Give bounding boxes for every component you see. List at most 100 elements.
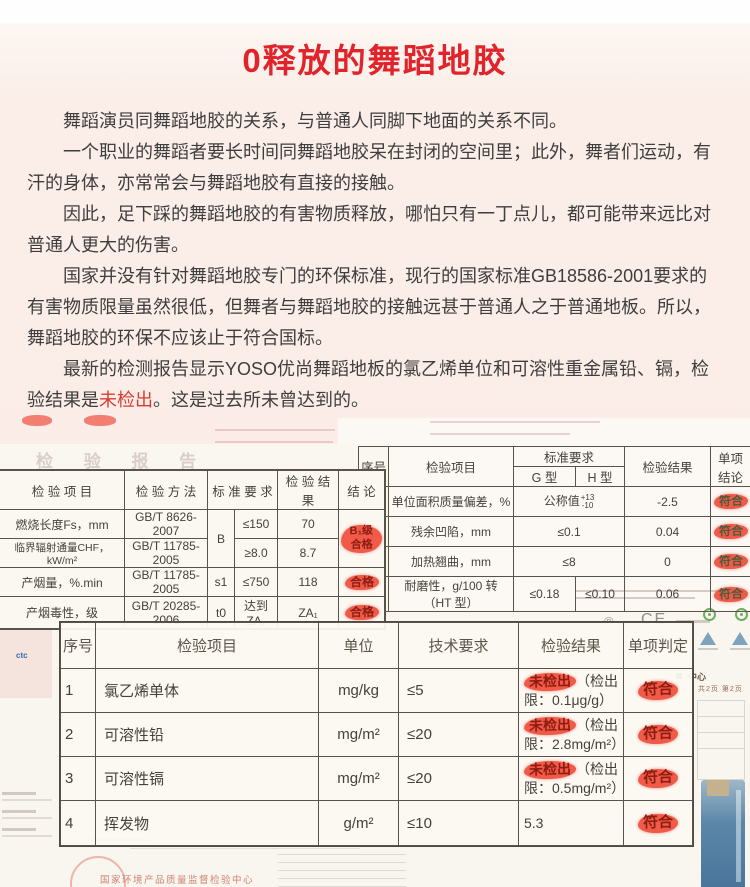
verdict-cell: 符合	[623, 668, 693, 713]
verdict-cell: 符合	[710, 576, 750, 612]
item-cell: 单位面积质量偏差，%	[388, 486, 514, 517]
verdict-cell: 符合	[710, 486, 750, 517]
pass-stamp: 符合	[713, 493, 748, 510]
standard-cell: ≤150	[233, 509, 279, 539]
faint-underline	[130, 848, 360, 849]
env-testing-center-name: 国家环境产品质量监督检验中心	[100, 875, 255, 886]
conclusion-cell: B₁级合格	[338, 509, 386, 568]
body-paragraph: 国家并没有针对舞蹈地胶专门的环保标准，现行的国家标准GB18586-2001要求…	[27, 266, 711, 348]
grade-cell: s1	[207, 567, 235, 597]
col-header-standard: 标准要求	[512, 446, 626, 467]
col-header-verdict: 单项 结论	[710, 446, 750, 487]
conclusion-cell: 合格	[338, 567, 386, 597]
faint-caption-line	[730, 648, 750, 650]
unit-cell: g/m²	[318, 800, 399, 846]
standard-g-cell: ≤0.18	[513, 576, 576, 612]
pass-stamp: B₁级合格	[340, 524, 383, 553]
unit-cell: mg/m²	[318, 756, 399, 801]
paragraph-segment: 。这是过去所未曾达到的。	[153, 390, 369, 410]
faint-table-grid	[278, 846, 406, 887]
result-cell: 5.3	[518, 800, 624, 846]
fire-rating-table: 检 验 项 目 检 验 方 法 标 准 要 求 检 验 结 果 结 论 燃烧长度…	[0, 470, 386, 629]
unit-cell: mg/kg	[318, 668, 399, 713]
cropped-stamp-mark	[22, 415, 52, 426]
result-cell: 未检出 （检出 限：2.8mg/m²）	[518, 712, 624, 757]
result-cell: 0.04	[624, 516, 712, 547]
col-header-item: 检 验 项 目	[0, 470, 125, 510]
pass-stamp: 符合	[713, 523, 748, 540]
pass-stamp: 符合	[713, 553, 748, 570]
standard-cell: 公称值 +13 -10	[512, 486, 626, 517]
faint-form-line	[430, 421, 600, 423]
pass-stamp: 符合	[637, 768, 679, 789]
seq-cell: 2	[60, 712, 96, 757]
col-header-item: 检验项目	[95, 622, 319, 669]
faint-caption-line	[698, 648, 718, 650]
col-header-item: 检验项目	[388, 446, 514, 487]
intro-text: 舞蹈演员同舞蹈地胶的关系，与普通人同脚下地面的关系不同。 一个职业的舞蹈者要长时…	[27, 106, 723, 416]
method-cell: GB/T 11785-2005	[124, 538, 208, 568]
page-number-note: 共2页 第2页	[698, 686, 743, 693]
pass-stamp: 合格	[344, 604, 379, 621]
item-cell: 燃烧长度Fs，mm	[0, 509, 125, 539]
verdict-cell: 符合	[710, 516, 750, 547]
registered-mark-icon: ®	[604, 614, 614, 629]
body-paragraph: 因此，足下踩的舞蹈地胶的有害物质释放，哪怕只有一丁点儿，都可能带来远比对普通人更…	[27, 204, 711, 255]
col-header-result: 检验结果	[624, 446, 712, 487]
item-cell: 可溶性镉	[95, 756, 319, 801]
verdict-cell: 符合	[623, 712, 693, 757]
standard-cell: ≤750	[233, 567, 279, 597]
physical-properties-table: 序号 检验项目 标准要求 检验结果 单项 结论 G 型 H 型 单位面积质量偏差…	[358, 446, 750, 612]
item-cell: 残余凹陷，mm	[388, 516, 514, 547]
center-label-fragment: 中心	[688, 672, 707, 682]
body-paragraph: 舞蹈演员同舞蹈地胶的关系，与普通人同脚下地面的关系不同。	[63, 111, 567, 131]
pass-stamp: 符合	[637, 680, 679, 701]
cropped-stamp-mark	[84, 415, 116, 426]
col-header-standard: 标 准 要 求	[206, 470, 279, 510]
method-cell: GB/T 11785-2005	[124, 567, 208, 597]
standard-cell: ≤8	[512, 546, 626, 577]
detection-limit: （检出 限：0.1μg/g）	[524, 673, 618, 708]
seq-cell: 3	[60, 756, 96, 801]
detection-limit: （检出 限：0.5mg/m²）	[524, 761, 624, 796]
body-paragraph: 最新的检测报告显示YOSO优尚舞蹈地板的氯乙烯单位和可溶性重金属铅、镉，检验结果…	[27, 354, 723, 416]
item-cell: 耐磨性，g/100 转 （HT 型）	[388, 576, 514, 612]
faint-field-line	[2, 799, 52, 801]
col-header-type-g: G 型	[513, 466, 576, 487]
faint-field-label	[2, 828, 36, 831]
not-detected-stamp: 未检出	[523, 716, 577, 736]
col-header-method: 检 验 方 法	[124, 470, 208, 510]
standard-cell: ≥8.0	[233, 538, 279, 568]
faint-field-line	[2, 817, 52, 819]
verdict-cell: 符合	[710, 546, 750, 577]
grade-cell: B	[207, 509, 235, 568]
not-detected-stamp: 未检出	[523, 672, 577, 692]
col-header-requirement: 技术要求	[398, 622, 519, 669]
item-cell: 挥发物	[95, 800, 319, 846]
toxic-substance-table: 序号 检验项目 单位 技术要求 检验结果 单项判定 1 氯乙烯单体 mg/kg …	[60, 622, 693, 846]
nominal-value: 公称值	[543, 494, 580, 509]
faint-field-line	[2, 835, 52, 837]
requirement-cell: ≤20	[398, 756, 519, 801]
result-cell: 8.7	[277, 538, 340, 568]
item-cell: 产烟量，%.min	[0, 567, 125, 597]
result-cell: 未检出 （检出 限：0.5mg/m²）	[518, 756, 624, 801]
detection-limit: （检出 限：2.8mg/m²）	[524, 717, 624, 752]
seq-cell: 4	[60, 800, 96, 846]
standard-h-cell: ≤0.10	[574, 576, 626, 612]
unit-cell: mg/m²	[318, 712, 399, 757]
roll-highlight	[736, 790, 741, 882]
roll-core	[707, 780, 729, 796]
page-title: 0释放的舞蹈地胶	[242, 42, 508, 79]
faint-form-line	[430, 433, 570, 435]
result-cell: 70	[277, 509, 340, 539]
result-cell: 118	[277, 567, 340, 597]
col-header-verdict: 单项判定	[623, 622, 693, 669]
faint-form-line	[215, 429, 335, 431]
result-cell: 0.06	[624, 576, 712, 612]
tolerance: +13 -10	[581, 493, 595, 511]
faint-label-line	[676, 620, 710, 623]
pass-stamp: 符合	[713, 586, 748, 602]
highlighted-result-text: 未检出	[99, 390, 153, 410]
